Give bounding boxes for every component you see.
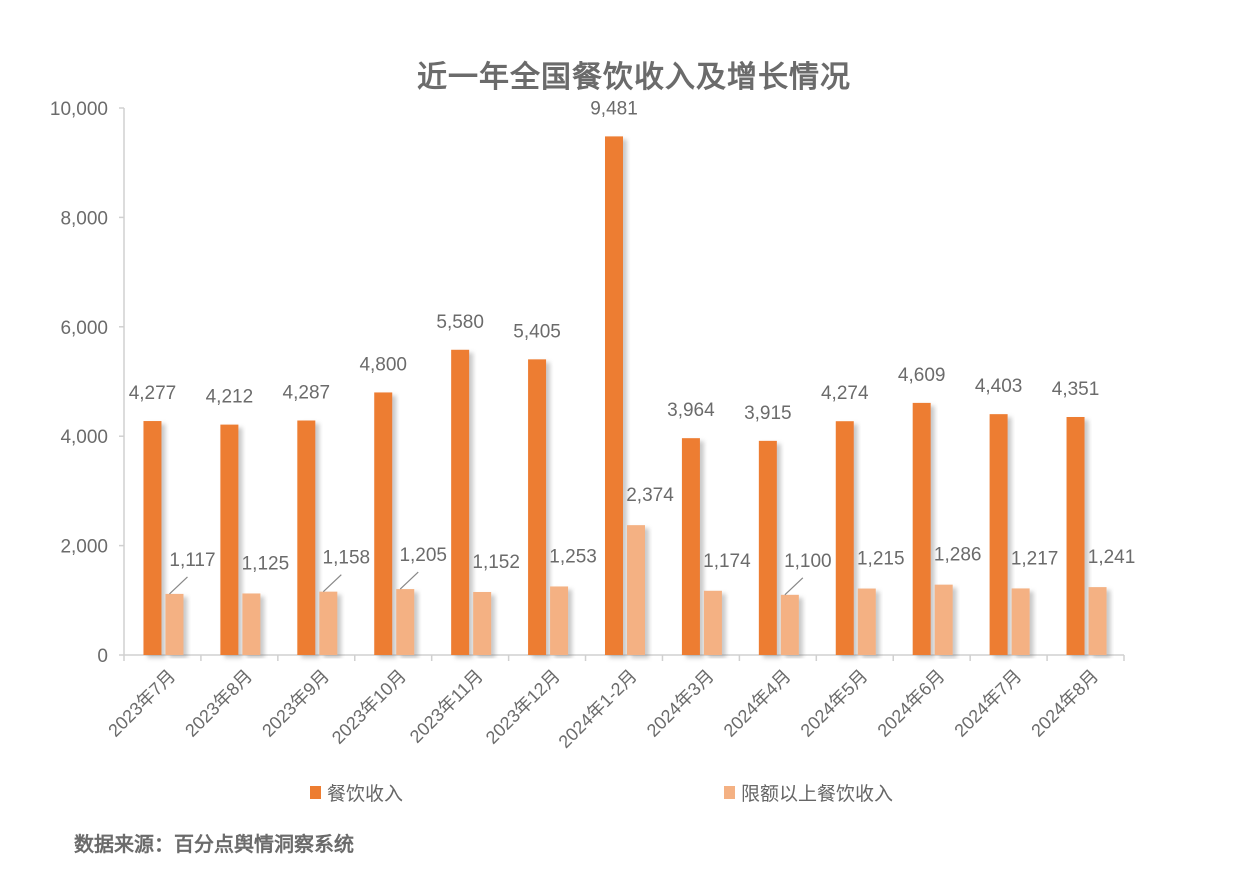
bar-series1 xyxy=(989,414,1008,655)
bar-series1 xyxy=(451,349,470,655)
x-tick-label: 2024年8月 xyxy=(1027,666,1102,741)
value-label-series2: 1,217 xyxy=(1011,548,1059,569)
value-label-series1: 5,405 xyxy=(513,321,561,342)
bar-series2 xyxy=(473,591,492,655)
bar-series2 xyxy=(934,584,953,655)
value-label-series2: 1,152 xyxy=(472,552,520,573)
bar-series2 xyxy=(627,525,645,655)
bar-series2 xyxy=(780,594,799,655)
y-tick-label: 4,000 xyxy=(60,427,108,448)
y-tick-label: 6,000 xyxy=(60,318,108,339)
value-label-series2: 1,158 xyxy=(323,548,371,569)
bar-series2 xyxy=(857,588,876,655)
chart-title: 近一年全国餐饮收入及增长情况 xyxy=(417,60,851,95)
bar-series2 xyxy=(550,586,569,655)
value-label-series1: 3,915 xyxy=(744,403,792,424)
legend-item-series1: 餐饮收入 xyxy=(310,779,403,806)
bar-series2 xyxy=(165,593,184,655)
leader-line xyxy=(399,571,419,590)
legend-item-series2: 限额以上餐饮收入 xyxy=(724,779,893,806)
bar-series1 xyxy=(605,136,623,656)
x-tick-label: 2024年3月 xyxy=(643,666,718,741)
bar-series1 xyxy=(681,438,700,655)
x-tick-label: 2023年12月 xyxy=(482,666,564,748)
value-label-series1: 3,964 xyxy=(667,400,715,421)
value-label-series2: 1,100 xyxy=(784,551,832,572)
legend-label-series2: 限额以上餐饮收入 xyxy=(741,783,894,805)
x-tick-label: 2023年9月 xyxy=(258,666,333,741)
x-tick-label: 2024年1-2月 xyxy=(555,666,641,752)
y-tick-label: 2,000 xyxy=(60,537,108,558)
value-label-series2: 1,215 xyxy=(857,549,905,570)
legend-swatch-series1 xyxy=(310,786,321,799)
value-label-series1: 4,351 xyxy=(1052,379,1100,400)
leader-line xyxy=(169,576,188,595)
value-label-series2: 1,174 xyxy=(703,551,751,572)
value-label-series2: 1,205 xyxy=(399,545,447,566)
bar-series1 xyxy=(758,440,777,655)
value-label-series1: 4,277 xyxy=(129,383,177,404)
x-tick-label: 2024年5月 xyxy=(797,666,872,741)
x-tick-label: 2024年7月 xyxy=(950,666,1025,741)
bar-series2 xyxy=(319,591,338,655)
leader-line xyxy=(322,574,342,593)
y-tick-label: 8,000 xyxy=(60,208,108,229)
value-label-series1: 4,212 xyxy=(206,387,254,408)
data-source-note: 数据来源：百分点舆情洞察系统 xyxy=(74,832,354,856)
bar-series2 xyxy=(703,590,722,655)
bar-series1 xyxy=(220,424,239,655)
value-label-series2: 1,253 xyxy=(549,546,597,567)
value-label-series1: 9,481 xyxy=(590,98,638,119)
value-label-series2: 1,286 xyxy=(934,545,982,566)
value-label-series2: 2,374 xyxy=(626,485,674,506)
value-label-series1: 4,403 xyxy=(975,376,1023,397)
bar-series1 xyxy=(374,392,393,655)
bar-series1 xyxy=(912,402,931,655)
bar-series1 xyxy=(528,359,547,655)
bar-series1 xyxy=(297,420,316,655)
x-tick-label: 2024年6月 xyxy=(874,666,949,741)
x-tick-label: 2023年7月 xyxy=(104,666,179,741)
bar-series1 xyxy=(143,421,162,655)
y-tick-label: 0 xyxy=(97,646,108,667)
x-tick-label: 2023年8月 xyxy=(181,666,256,741)
bar-series1 xyxy=(1066,417,1085,655)
bar-series1 xyxy=(835,421,854,655)
value-label-series2: 1,241 xyxy=(1088,547,1136,568)
value-label-series1: 4,609 xyxy=(898,365,946,386)
value-label-series1: 5,580 xyxy=(436,312,484,333)
legend-swatch-series2 xyxy=(724,786,735,799)
value-label-series1: 4,274 xyxy=(821,383,869,404)
x-tick-label: 2024年4月 xyxy=(720,666,795,741)
y-tick-label: 10,000 xyxy=(50,99,108,120)
bar-series2 xyxy=(396,589,415,655)
value-label-series1: 4,800 xyxy=(359,354,407,375)
value-label-series2: 1,117 xyxy=(169,550,215,571)
bar-series2 xyxy=(1011,588,1030,655)
legend-label-series1: 餐饮收入 xyxy=(327,783,404,805)
bar-series2 xyxy=(242,593,261,655)
bar-series2 xyxy=(1088,587,1107,655)
value-label-series2: 1,125 xyxy=(242,553,290,574)
x-tick-label: 2023年11月 xyxy=(406,666,487,747)
x-tick-label: 2023年10月 xyxy=(328,666,410,748)
value-label-series1: 4,287 xyxy=(283,383,331,404)
leader-line xyxy=(784,577,804,596)
